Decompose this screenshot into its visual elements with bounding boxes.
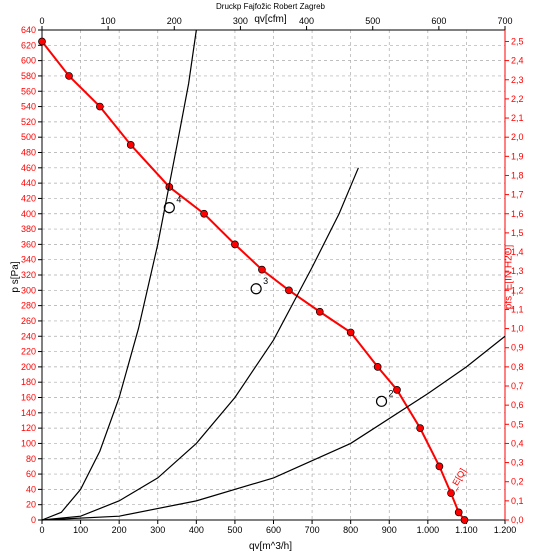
svg-text:560: 560 bbox=[21, 86, 36, 96]
svg-text:320: 320 bbox=[21, 270, 36, 280]
svg-text:240: 240 bbox=[21, 331, 36, 341]
svg-text:0,8: 0,8 bbox=[511, 362, 524, 372]
svg-text:160: 160 bbox=[21, 393, 36, 403]
svg-text:80: 80 bbox=[26, 454, 36, 464]
svg-text:0: 0 bbox=[31, 515, 36, 525]
svg-text:0,4: 0,4 bbox=[511, 438, 524, 448]
svg-text:200: 200 bbox=[167, 16, 182, 26]
svg-text:400: 400 bbox=[299, 16, 314, 26]
chart-svg: 01002003004005006007008009001.0001.1001.… bbox=[0, 0, 541, 554]
svg-text:2,4: 2,4 bbox=[511, 56, 524, 66]
svg-text:4: 4 bbox=[176, 195, 181, 205]
svg-text:20: 20 bbox=[26, 500, 36, 510]
svg-text:180: 180 bbox=[21, 377, 36, 387]
svg-text:500: 500 bbox=[365, 16, 380, 26]
svg-text:100: 100 bbox=[101, 16, 116, 26]
svg-text:380: 380 bbox=[21, 224, 36, 234]
svg-text:1.200: 1.200 bbox=[494, 525, 517, 535]
svg-text:2,5: 2,5 bbox=[511, 36, 524, 46]
svg-text:0,7: 0,7 bbox=[511, 381, 524, 391]
svg-text:120: 120 bbox=[21, 423, 36, 433]
svg-text:100: 100 bbox=[21, 438, 36, 448]
svg-text:280: 280 bbox=[21, 301, 36, 311]
svg-text:60: 60 bbox=[26, 469, 36, 479]
svg-text:360: 360 bbox=[21, 239, 36, 249]
svg-text:2,2: 2,2 bbox=[511, 94, 524, 104]
svg-text:420: 420 bbox=[21, 193, 36, 203]
svg-text:200: 200 bbox=[112, 525, 127, 535]
svg-text:1,3: 1,3 bbox=[511, 266, 524, 276]
svg-text:800: 800 bbox=[343, 525, 358, 535]
svg-text:2,3: 2,3 bbox=[511, 75, 524, 85]
svg-text:140: 140 bbox=[21, 408, 36, 418]
svg-text:400: 400 bbox=[189, 525, 204, 535]
svg-text:260: 260 bbox=[21, 316, 36, 326]
svg-text:340: 340 bbox=[21, 255, 36, 265]
svg-text:2,1: 2,1 bbox=[511, 113, 524, 123]
svg-text:480: 480 bbox=[21, 148, 36, 158]
svg-text:200: 200 bbox=[21, 362, 36, 372]
svg-text:0,3: 0,3 bbox=[511, 458, 524, 468]
svg-text:0,9: 0,9 bbox=[511, 343, 524, 353]
svg-text:0: 0 bbox=[39, 525, 44, 535]
svg-text:0,2: 0,2 bbox=[511, 477, 524, 487]
svg-text:1.000: 1.000 bbox=[417, 525, 440, 535]
svg-text:40: 40 bbox=[26, 484, 36, 494]
svg-text:600: 600 bbox=[266, 525, 281, 535]
svg-text:1,8: 1,8 bbox=[511, 170, 524, 180]
svg-text:2,0: 2,0 bbox=[511, 132, 524, 142]
svg-text:700: 700 bbox=[497, 16, 512, 26]
svg-text:1,2: 1,2 bbox=[511, 285, 524, 295]
svg-text:500: 500 bbox=[21, 132, 36, 142]
svg-text:1,5: 1,5 bbox=[511, 228, 524, 238]
svg-text:640: 640 bbox=[21, 25, 36, 35]
svg-text:300: 300 bbox=[150, 525, 165, 535]
svg-text:1,7: 1,7 bbox=[511, 190, 524, 200]
svg-text:1,0: 1,0 bbox=[511, 324, 524, 334]
svg-text:620: 620 bbox=[21, 40, 36, 50]
svg-text:600: 600 bbox=[431, 16, 446, 26]
svg-text:0,5: 0,5 bbox=[511, 419, 524, 429]
svg-text:0,6: 0,6 bbox=[511, 400, 524, 410]
svg-text:1,6: 1,6 bbox=[511, 209, 524, 219]
svg-text:300: 300 bbox=[233, 16, 248, 26]
svg-text:0,1: 0,1 bbox=[511, 496, 524, 506]
svg-text:220: 220 bbox=[21, 347, 36, 357]
svg-text:600: 600 bbox=[21, 56, 36, 66]
svg-text:580: 580 bbox=[21, 71, 36, 81]
svg-text:0,0: 0,0 bbox=[511, 515, 524, 525]
svg-text:460: 460 bbox=[21, 163, 36, 173]
svg-text:500: 500 bbox=[227, 525, 242, 535]
svg-text:900: 900 bbox=[382, 525, 397, 535]
svg-text:440: 440 bbox=[21, 178, 36, 188]
svg-text:100: 100 bbox=[73, 525, 88, 535]
svg-text:400: 400 bbox=[21, 209, 36, 219]
svg-text:3: 3 bbox=[263, 276, 268, 286]
svg-text:2: 2 bbox=[389, 388, 394, 398]
svg-text:1,4: 1,4 bbox=[511, 247, 524, 257]
svg-text:540: 540 bbox=[21, 102, 36, 112]
svg-text:300: 300 bbox=[21, 285, 36, 295]
svg-text:1.100: 1.100 bbox=[455, 525, 478, 535]
svg-text:700: 700 bbox=[305, 525, 320, 535]
svg-text:0: 0 bbox=[39, 16, 44, 26]
svg-text:1,1: 1,1 bbox=[511, 304, 524, 314]
svg-text:520: 520 bbox=[21, 117, 36, 127]
fan-chart: Druckp Fajfožic Robert Zagreb qv[cfm] qv… bbox=[0, 0, 541, 554]
svg-text:1,9: 1,9 bbox=[511, 151, 524, 161]
